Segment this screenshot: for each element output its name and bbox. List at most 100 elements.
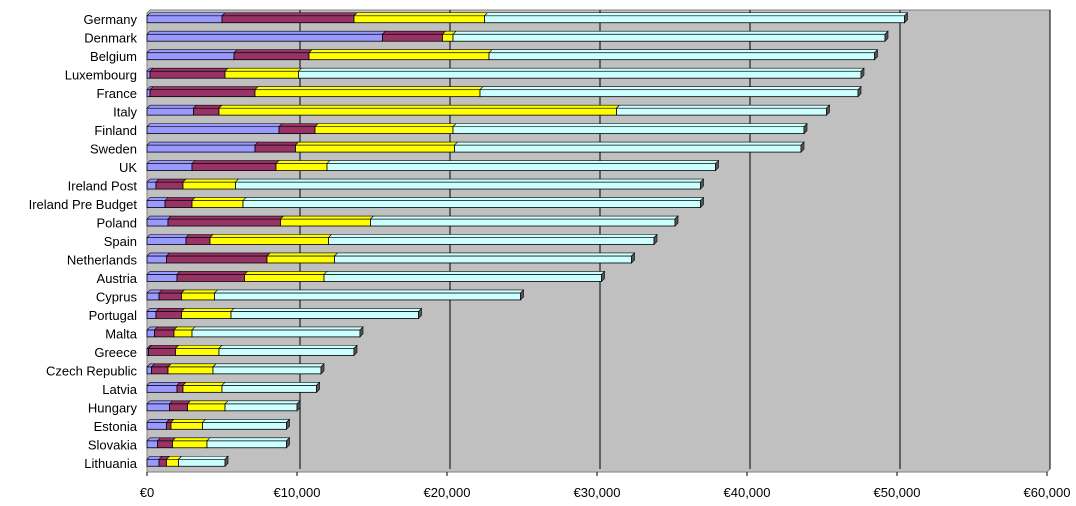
bar-segment <box>166 421 172 430</box>
bar-segment <box>176 274 245 282</box>
bar-segment-top <box>191 197 247 201</box>
bar-segment <box>191 200 244 208</box>
bar-segment-top <box>212 363 325 368</box>
bar-segment <box>334 255 632 264</box>
bar-segment-top <box>479 86 862 90</box>
bar-segment-top <box>453 141 805 146</box>
bar-segment <box>224 403 298 412</box>
bar-segment <box>173 329 193 338</box>
bar-segment <box>206 440 287 449</box>
bar-segment <box>146 384 178 393</box>
bar-segment-top <box>209 234 333 238</box>
bar-segment <box>230 311 419 319</box>
bar-row <box>146 215 679 227</box>
bar-segment <box>221 15 355 24</box>
bar-segment <box>488 52 875 61</box>
bar-end-face <box>857 85 862 98</box>
bar-row <box>146 344 358 357</box>
bar-row <box>146 233 658 246</box>
bar-row <box>146 67 865 79</box>
category-label: Hungary <box>88 400 138 415</box>
category-label: Ireland Pre Budget <box>29 197 138 212</box>
bar-segment <box>185 237 211 245</box>
bar-segment <box>146 403 170 412</box>
bar-end-face <box>286 418 290 431</box>
bar-segment-top <box>146 30 387 35</box>
bar-segment <box>616 107 827 116</box>
category-label: Lithuania <box>84 456 138 471</box>
bar-segment <box>182 384 223 393</box>
bar-segment-top <box>254 141 300 146</box>
bar-end-face <box>884 30 889 42</box>
bar-segment-top <box>221 12 358 17</box>
bar-segment-top <box>173 326 196 331</box>
bar-segment-top <box>146 400 174 405</box>
bar-segment <box>314 126 454 135</box>
x-tick-label: €40,000 <box>724 485 771 500</box>
bar-end-face <box>359 326 364 338</box>
bar-segment-top <box>182 382 226 386</box>
bar-segment-top <box>155 178 187 183</box>
category-label: Belgium <box>90 49 137 64</box>
bar-segment-top <box>353 12 489 17</box>
bar-row <box>146 307 423 320</box>
bar-segment <box>454 144 802 153</box>
bar-segment-top <box>146 104 198 109</box>
bar-row <box>146 326 364 338</box>
bar-segment <box>146 421 167 430</box>
bar-end-face <box>904 12 908 24</box>
bar-end-face <box>874 48 878 61</box>
bar-segment-top <box>155 308 186 312</box>
bar-segment <box>233 52 310 61</box>
bar-segment <box>166 458 179 467</box>
bar-end-face <box>224 455 229 467</box>
bar-segment-top <box>146 160 196 164</box>
bar-segment <box>146 52 235 61</box>
bar-segment <box>169 403 188 412</box>
bar-segment <box>146 440 158 449</box>
bar-segment-top <box>242 197 705 201</box>
bar-segment <box>146 255 167 264</box>
bar-segment-top <box>488 49 879 54</box>
bar-segment <box>182 181 236 190</box>
bar-segment <box>158 292 182 301</box>
bar-segment <box>167 218 281 227</box>
bar-row <box>146 122 808 135</box>
bar-segment-top <box>158 289 186 294</box>
bar-segment <box>218 347 355 356</box>
bar-segment-top <box>165 252 271 257</box>
bar-row <box>146 85 862 98</box>
category-label: Netherlands <box>67 252 138 267</box>
bar-segment <box>209 237 329 245</box>
bar-segment <box>202 421 287 430</box>
bar-segment-top <box>224 400 301 405</box>
bar-segment <box>166 255 268 264</box>
bar-segment <box>148 347 176 356</box>
bar-segment-top <box>213 289 525 294</box>
bar-segment-top <box>146 382 181 386</box>
bar-row <box>146 159 720 172</box>
bar-segment-top <box>167 215 285 220</box>
bar-segment-top <box>191 326 364 331</box>
category-labels: Germany Denmark Belgium Luxembourg France Ita… <box>29 12 138 471</box>
bar-segment <box>151 366 169 375</box>
bar-segment <box>155 311 182 319</box>
bar-segment-top <box>192 104 223 109</box>
bar-row <box>146 104 831 116</box>
bar-segment-top <box>275 160 331 164</box>
bar-row <box>146 48 879 61</box>
bar-segment <box>326 163 716 171</box>
bar-end-face <box>653 233 658 246</box>
category-label: Latvia <box>102 382 137 397</box>
bar-row <box>146 196 705 209</box>
category-label: Finland <box>94 123 137 138</box>
x-axis: €0 €10,000 €20,000 €30,000 €40,000 €50,000 €60… <box>140 472 1071 500</box>
bar-end-face <box>715 159 719 172</box>
bar-segment <box>323 274 602 282</box>
bar-row <box>146 418 291 431</box>
bar-segment-top <box>615 104 831 109</box>
bar-segment-top <box>326 160 720 164</box>
bar-segment <box>370 218 676 227</box>
bar-segment <box>193 107 220 116</box>
